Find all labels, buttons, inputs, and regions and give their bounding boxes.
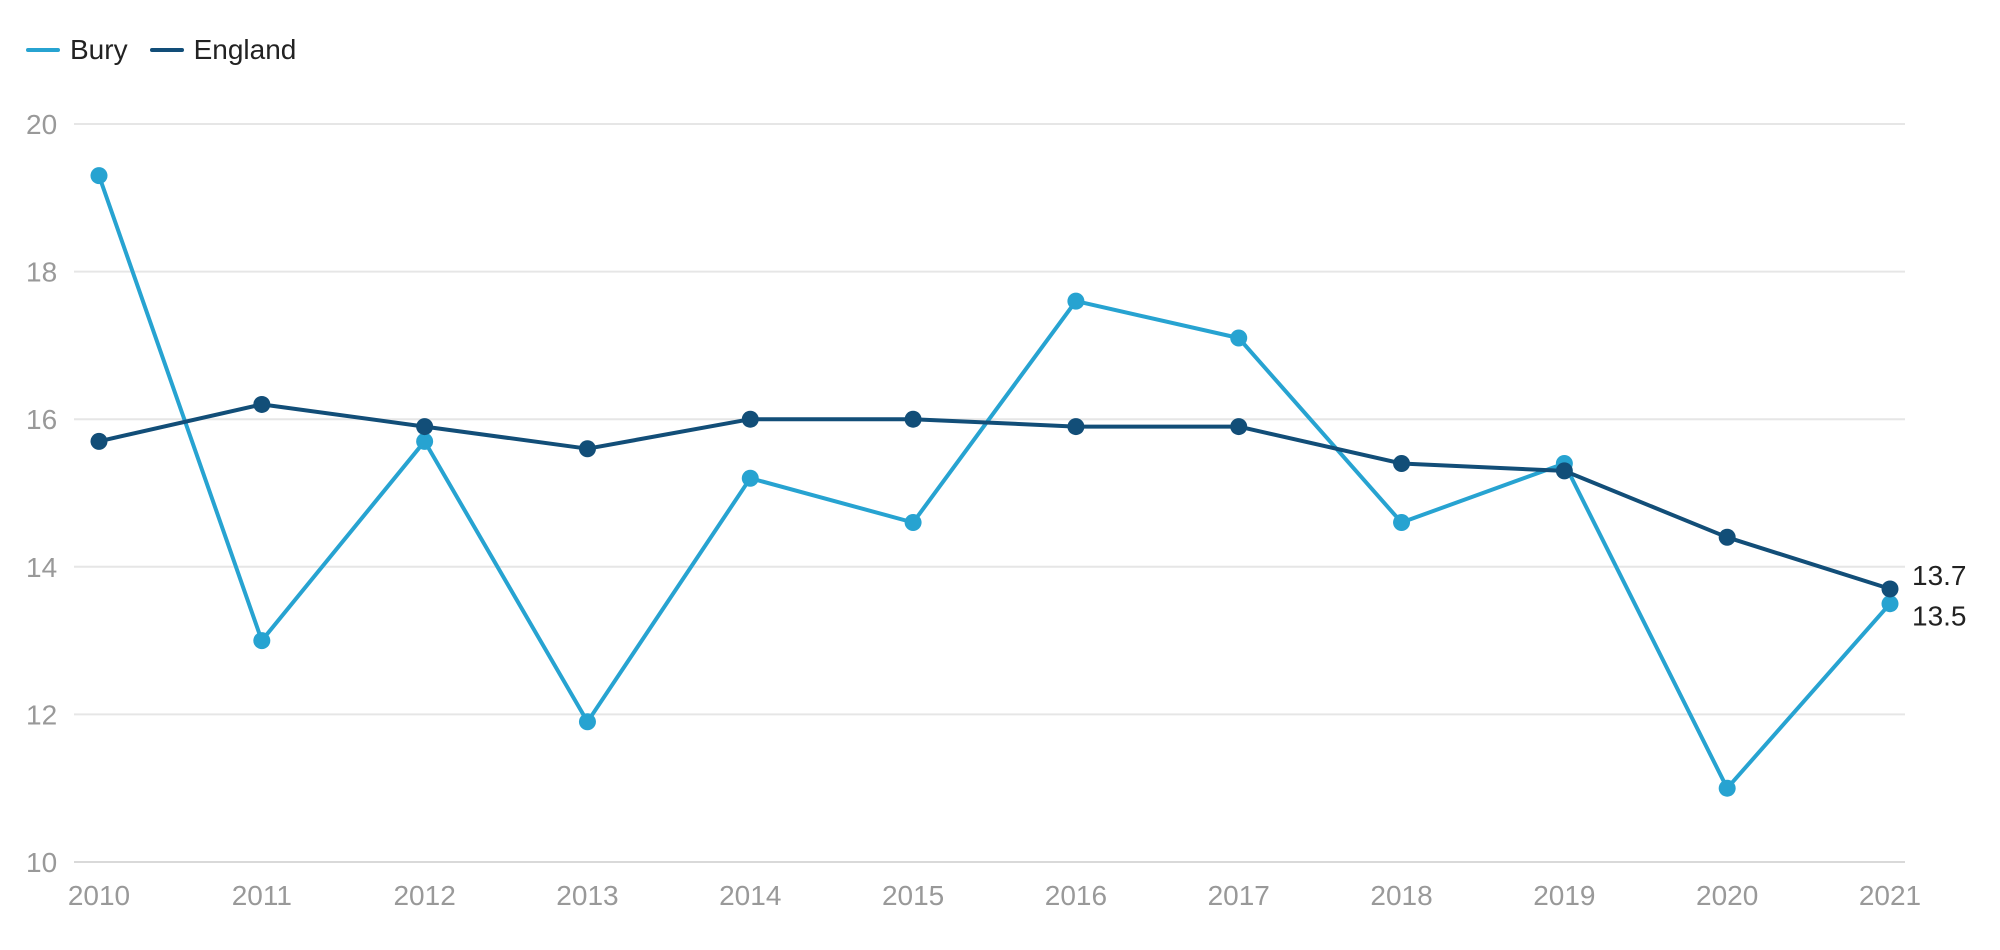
data-point-bury-2012	[416, 432, 434, 450]
series-line-england	[97, 402, 1892, 591]
data-point-bury-2011	[253, 632, 271, 650]
data-point-bury-2017	[1230, 329, 1248, 347]
data-point-england-2019	[1555, 462, 1573, 480]
data-point-bury-2014	[741, 469, 759, 487]
data-point-england-2010	[90, 432, 108, 450]
y-tick-label-18: 18	[26, 257, 57, 288]
legend-swatch-bury	[26, 48, 60, 52]
data-point-england-2012	[416, 418, 434, 436]
data-point-bury-2010	[90, 167, 108, 185]
y-gridlines	[74, 123, 1905, 863]
x-tick-label-2012: 2012	[393, 880, 455, 911]
legend-label-bury: Bury	[70, 34, 128, 65]
x-tick-label-2017: 2017	[1208, 880, 1270, 911]
y-tick-label-16: 16	[26, 404, 57, 435]
data-point-england-2020	[1718, 528, 1736, 546]
data-point-bury-2013	[578, 713, 596, 731]
data-point-bury-2018	[1393, 514, 1411, 532]
data-point-england-2011	[253, 395, 271, 413]
data-point-england-2017	[1230, 418, 1248, 436]
y-tick-label-20: 20	[26, 109, 57, 140]
legend-item-bury[interactable]: Bury	[26, 34, 128, 66]
data-point-england-2015	[904, 410, 922, 428]
x-tick-label-2014: 2014	[719, 880, 781, 911]
x-tick-label-2021: 2021	[1859, 880, 1921, 911]
data-point-england-2016	[1067, 418, 1085, 436]
legend-label-england: England	[193, 34, 297, 65]
y-tick-label-10: 10	[26, 847, 57, 878]
end-label-bury: 13.5	[1912, 601, 1967, 632]
legend-swatch-england	[149, 48, 184, 52]
x-tick-label-2018: 2018	[1370, 880, 1432, 911]
x-tick-label-2019: 2019	[1533, 880, 1595, 911]
y-tick-label-14: 14	[26, 552, 57, 583]
data-point-england-2021	[1881, 580, 1899, 598]
data-point-england-2013	[578, 440, 596, 458]
data-point-bury-2021	[1881, 595, 1899, 613]
legend-item-england[interactable]: England	[149, 34, 297, 66]
x-tick-label-2010: 2010	[68, 880, 130, 911]
x-tick-label-2011: 2011	[232, 880, 292, 911]
data-point-bury-2015	[904, 514, 922, 532]
x-tick-label-2013: 2013	[556, 880, 618, 911]
series-line-bury	[97, 173, 1892, 791]
data-point-bury-2020	[1718, 779, 1736, 797]
y-tick-label-12: 12	[26, 699, 57, 730]
legend: Bury England	[26, 34, 318, 66]
data-point-bury-2016	[1067, 292, 1085, 310]
data-point-england-2014	[741, 410, 759, 428]
data-point-england-2018	[1393, 454, 1411, 472]
x-tick-label-2016: 2016	[1045, 880, 1107, 911]
end-label-england: 13.7	[1912, 560, 1967, 591]
x-tick-label-2015: 2015	[882, 880, 944, 911]
x-tick-label-2020: 2020	[1696, 880, 1758, 911]
